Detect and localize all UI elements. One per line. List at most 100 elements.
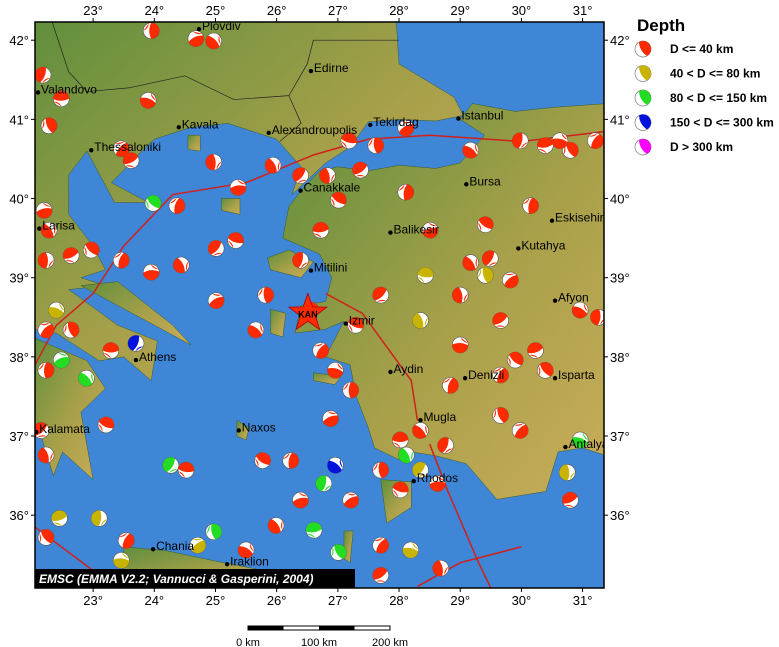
city-dot — [266, 130, 271, 136]
focal-mechanism-beachball — [340, 132, 358, 150]
beachball-compression — [188, 31, 204, 47]
beachball-compression — [312, 222, 329, 239]
focal-mechanism-beachball — [177, 461, 195, 479]
focal-mechanism-beachball — [492, 366, 509, 384]
focal-mechanism-beachball — [451, 286, 469, 304]
city-label: Rhodos — [417, 471, 458, 485]
focal-mechanism-beachball — [587, 132, 604, 150]
beachball-compression — [551, 132, 568, 149]
beachball-compression — [98, 416, 114, 433]
beachball-compression — [331, 544, 347, 560]
focal-mechanism-beachball — [142, 263, 160, 281]
city-label: Kalamata — [39, 422, 90, 436]
land-chios — [270, 309, 287, 338]
focal-mechanism-beachball — [62, 247, 80, 264]
scale-label-100: 100 km — [301, 637, 337, 647]
focal-mechanism-beachball — [590, 308, 604, 326]
focal-mechanism-beachball — [319, 167, 336, 184]
focal-mechanism-beachball — [372, 536, 389, 554]
beachball-compression — [102, 342, 119, 359]
beachball-compression — [123, 152, 139, 168]
lon-tick-label-bottom: 24° — [144, 593, 164, 608]
focal-mechanism-beachball — [492, 407, 509, 424]
lon-tick-label-bottom: 27° — [328, 593, 348, 608]
beachball-compression — [398, 447, 414, 463]
focal-mechanism-beachball — [477, 267, 494, 284]
focal-mechanism-beachball — [398, 446, 415, 464]
beachball-compression — [462, 143, 479, 159]
lon-tick-label-bottom: 28° — [389, 593, 409, 608]
beachball-compression — [35, 67, 51, 83]
epicenter-label: KAN — [298, 309, 318, 319]
beachball-compression — [432, 560, 449, 577]
beachball-compression — [559, 464, 576, 481]
beachball-compression — [292, 492, 309, 509]
beachball-compression — [327, 458, 343, 474]
focal-mechanism-beachball — [162, 457, 180, 474]
focal-mechanism-beachball — [139, 92, 157, 109]
focal-mechanism-beachball — [417, 267, 434, 284]
focal-mechanism-beachball — [37, 529, 55, 546]
city-label: Kavala — [182, 117, 219, 131]
beachball-compression — [422, 222, 439, 239]
lon-tick-label-bottom: 25° — [206, 593, 226, 608]
lon-tick-label-bottom: 26° — [267, 593, 287, 608]
land-balkans — [35, 22, 464, 382]
focal-mechanism-beachball — [451, 336, 469, 354]
focal-mechanism-beachball — [330, 544, 347, 561]
beachball-compression — [282, 452, 299, 469]
focal-mechanism-beachball — [37, 446, 55, 464]
beachball-compression — [84, 241, 100, 256]
lat-tick-label-right: 39° — [610, 271, 630, 286]
beachball-compression — [590, 309, 604, 326]
beachball-compression — [504, 273, 519, 289]
focal-mechanism-beachball — [78, 369, 95, 387]
beachball-compression — [38, 447, 54, 464]
focal-mechanism-beachball — [367, 137, 385, 154]
focal-mechanism-beachball — [571, 301, 589, 319]
focal-mechanism-beachball — [462, 254, 479, 271]
city-label: Eskisehir — [555, 211, 604, 225]
focal-mechanism-beachball — [511, 422, 529, 439]
beachball-compression — [191, 538, 206, 554]
legend-beachball-icon — [634, 89, 652, 107]
focal-mechanism-beachball — [305, 521, 323, 539]
focal-mechanism-beachball — [142, 22, 160, 40]
beachball-compression — [493, 407, 509, 423]
beachball-compression — [257, 287, 274, 304]
beachball-compression — [493, 367, 509, 384]
focal-mechanism-beachball — [282, 452, 300, 469]
city-dot — [150, 547, 156, 552]
city-label: Edirne — [314, 61, 349, 75]
beachball-compression — [208, 240, 223, 256]
focal-mechanism-beachball — [551, 132, 569, 150]
city-label: Plovdiv — [202, 19, 241, 33]
legend: Depth D <= 40 km 40 < D <= 80 km 80 < D <=… — [634, 16, 774, 156]
focal-mechanism-beachball — [35, 66, 52, 84]
beachball-compression — [173, 257, 189, 273]
beachball-compression — [209, 293, 225, 309]
focal-mechanism-beachball — [342, 491, 360, 509]
beachball-compression — [36, 202, 53, 219]
beachball-compression — [323, 411, 339, 427]
focal-mechanism-beachball — [264, 156, 282, 174]
focal-mechanism-beachball — [37, 251, 55, 269]
lat-tick-label-right: 38° — [610, 350, 630, 365]
beachball-compression — [572, 432, 589, 448]
focal-mechanism-beachball — [442, 377, 459, 394]
focal-mechanism-beachball — [330, 191, 347, 209]
lon-tick-label-top: 28° — [389, 3, 409, 18]
focal-mechanism-beachball — [397, 119, 415, 137]
lon-tick-label-bottom: 23° — [83, 593, 103, 608]
city-label: Denizli — [468, 368, 504, 382]
city-dot — [549, 218, 555, 223]
lon-tick-label-top: 31° — [573, 3, 593, 18]
lat-tick-label-left: 36° — [9, 508, 29, 523]
focal-mechanism-beachball — [562, 491, 579, 509]
lat-tick-label-right: 37° — [610, 429, 630, 444]
beachball-compression — [40, 322, 55, 338]
beachball-compression — [477, 216, 494, 232]
city-label: Canakkale — [304, 181, 361, 195]
beachball-compression — [39, 529, 55, 544]
